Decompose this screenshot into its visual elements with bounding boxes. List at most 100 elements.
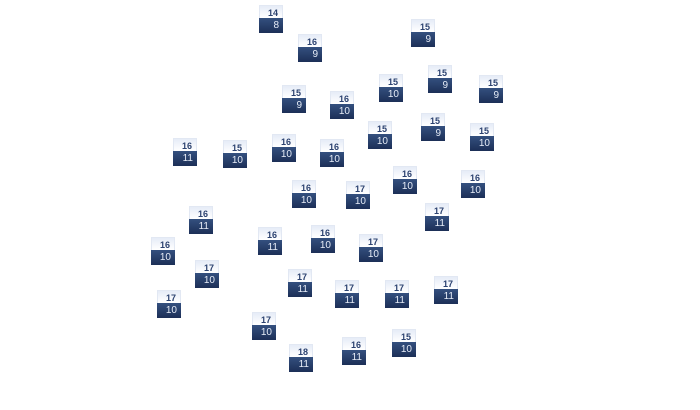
node-top-value: 14 (259, 5, 283, 18)
node-bottom-value: 8 (259, 18, 283, 33)
node[interactable]: 17 10 (252, 312, 276, 340)
node-bottom-value: 10 (272, 147, 296, 162)
node-bottom-value: 10 (379, 87, 403, 102)
node-top-value: 16 (342, 337, 366, 350)
node-top-value: 16 (173, 138, 197, 151)
node-top-value: 17 (434, 276, 458, 289)
node-top-value: 16 (272, 134, 296, 147)
node[interactable]: 15 9 (428, 65, 452, 93)
node-bottom-value: 10 (359, 247, 383, 262)
node[interactable]: 18 11 (289, 344, 313, 372)
node-top-value: 15 (421, 113, 445, 126)
node-top-value: 16 (189, 206, 213, 219)
node-bottom-value: 10 (392, 342, 416, 357)
node-top-value: 16 (151, 237, 175, 250)
node-top-value: 17 (157, 290, 181, 303)
node[interactable]: 14 8 (259, 5, 283, 33)
node[interactable]: 17 11 (288, 269, 312, 297)
node[interactable]: 17 11 (425, 203, 449, 231)
node-top-value: 16 (393, 166, 417, 179)
node-top-value: 16 (320, 139, 344, 152)
node-top-value: 17 (359, 234, 383, 247)
node-bottom-value: 11 (258, 240, 282, 255)
node-top-value: 15 (282, 85, 306, 98)
node[interactable]: 16 10 (292, 180, 316, 208)
node[interactable]: 15 10 (392, 329, 416, 357)
node-top-value: 17 (195, 260, 219, 273)
node[interactable]: 16 10 (320, 139, 344, 167)
node-top-value: 16 (298, 34, 322, 47)
node-top-value: 16 (461, 170, 485, 183)
node[interactable]: 16 10 (393, 166, 417, 194)
node[interactable]: 15 9 (479, 75, 503, 103)
node-bottom-value: 10 (311, 238, 335, 253)
node-top-value: 15 (368, 121, 392, 134)
node[interactable]: 15 9 (282, 85, 306, 113)
node-bottom-value: 10 (223, 153, 247, 168)
node-top-value: 15 (479, 75, 503, 88)
node-top-value: 16 (292, 180, 316, 193)
node[interactable]: 17 10 (157, 290, 181, 318)
node[interactable]: 17 11 (434, 276, 458, 304)
node-bottom-value: 10 (470, 136, 494, 151)
node[interactable]: 16 10 (151, 237, 175, 265)
node-top-value: 17 (288, 269, 312, 282)
node-bottom-value: 11 (342, 350, 366, 365)
node-bottom-value: 10 (368, 134, 392, 149)
node-bottom-value: 10 (195, 273, 219, 288)
node-bottom-value: 9 (428, 78, 452, 93)
node-top-value: 17 (425, 203, 449, 216)
node-bottom-value: 9 (479, 88, 503, 103)
node-bottom-value: 10 (292, 193, 316, 208)
node-top-value: 17 (252, 312, 276, 325)
node-bottom-value: 11 (335, 293, 359, 308)
node-top-value: 16 (330, 91, 354, 104)
node-bottom-value: 9 (411, 32, 435, 47)
node[interactable]: 17 10 (359, 234, 383, 262)
node[interactable]: 16 11 (189, 206, 213, 234)
node-bottom-value: 10 (346, 194, 370, 209)
node-top-value: 15 (411, 19, 435, 32)
node[interactable]: 17 10 (346, 181, 370, 209)
node-bottom-value: 11 (288, 282, 312, 297)
node[interactable]: 15 9 (411, 19, 435, 47)
node-top-value: 16 (311, 225, 335, 238)
node-bottom-value: 10 (330, 104, 354, 119)
node-bottom-value: 11 (434, 289, 458, 304)
node[interactable]: 16 10 (330, 91, 354, 119)
node[interactable]: 16 10 (311, 225, 335, 253)
node[interactable]: 16 11 (342, 337, 366, 365)
node[interactable]: 15 10 (379, 74, 403, 102)
node-top-value: 15 (379, 74, 403, 87)
node-bottom-value: 10 (461, 183, 485, 198)
node-top-value: 15 (470, 123, 494, 136)
node[interactable]: 16 10 (272, 134, 296, 162)
node[interactable]: 16 10 (461, 170, 485, 198)
node[interactable]: 16 11 (258, 227, 282, 255)
node-bottom-value: 10 (393, 179, 417, 194)
node-bottom-value: 10 (320, 152, 344, 167)
node-top-value: 18 (289, 344, 313, 357)
node[interactable]: 15 10 (223, 140, 247, 168)
node-bottom-value: 11 (385, 293, 409, 308)
node[interactable]: 15 10 (470, 123, 494, 151)
node-bottom-value: 9 (421, 126, 445, 141)
node-bottom-value: 10 (157, 303, 181, 318)
node[interactable]: 17 10 (195, 260, 219, 288)
node[interactable]: 16 11 (173, 138, 197, 166)
node[interactable]: 17 11 (335, 280, 359, 308)
node[interactable]: 15 9 (421, 113, 445, 141)
node-top-value: 17 (346, 181, 370, 194)
node-bottom-value: 11 (173, 151, 197, 166)
node-top-value: 15 (223, 140, 247, 153)
node-top-value: 15 (428, 65, 452, 78)
node[interactable]: 15 10 (368, 121, 392, 149)
node[interactable]: 17 11 (385, 280, 409, 308)
node-bottom-value: 11 (289, 357, 313, 372)
node-bottom-value: 9 (298, 47, 322, 62)
node-top-value: 15 (392, 329, 416, 342)
node[interactable]: 16 9 (298, 34, 322, 62)
node-top-value: 16 (258, 227, 282, 240)
node-bottom-value: 10 (151, 250, 175, 265)
node-bottom-value: 11 (425, 216, 449, 231)
